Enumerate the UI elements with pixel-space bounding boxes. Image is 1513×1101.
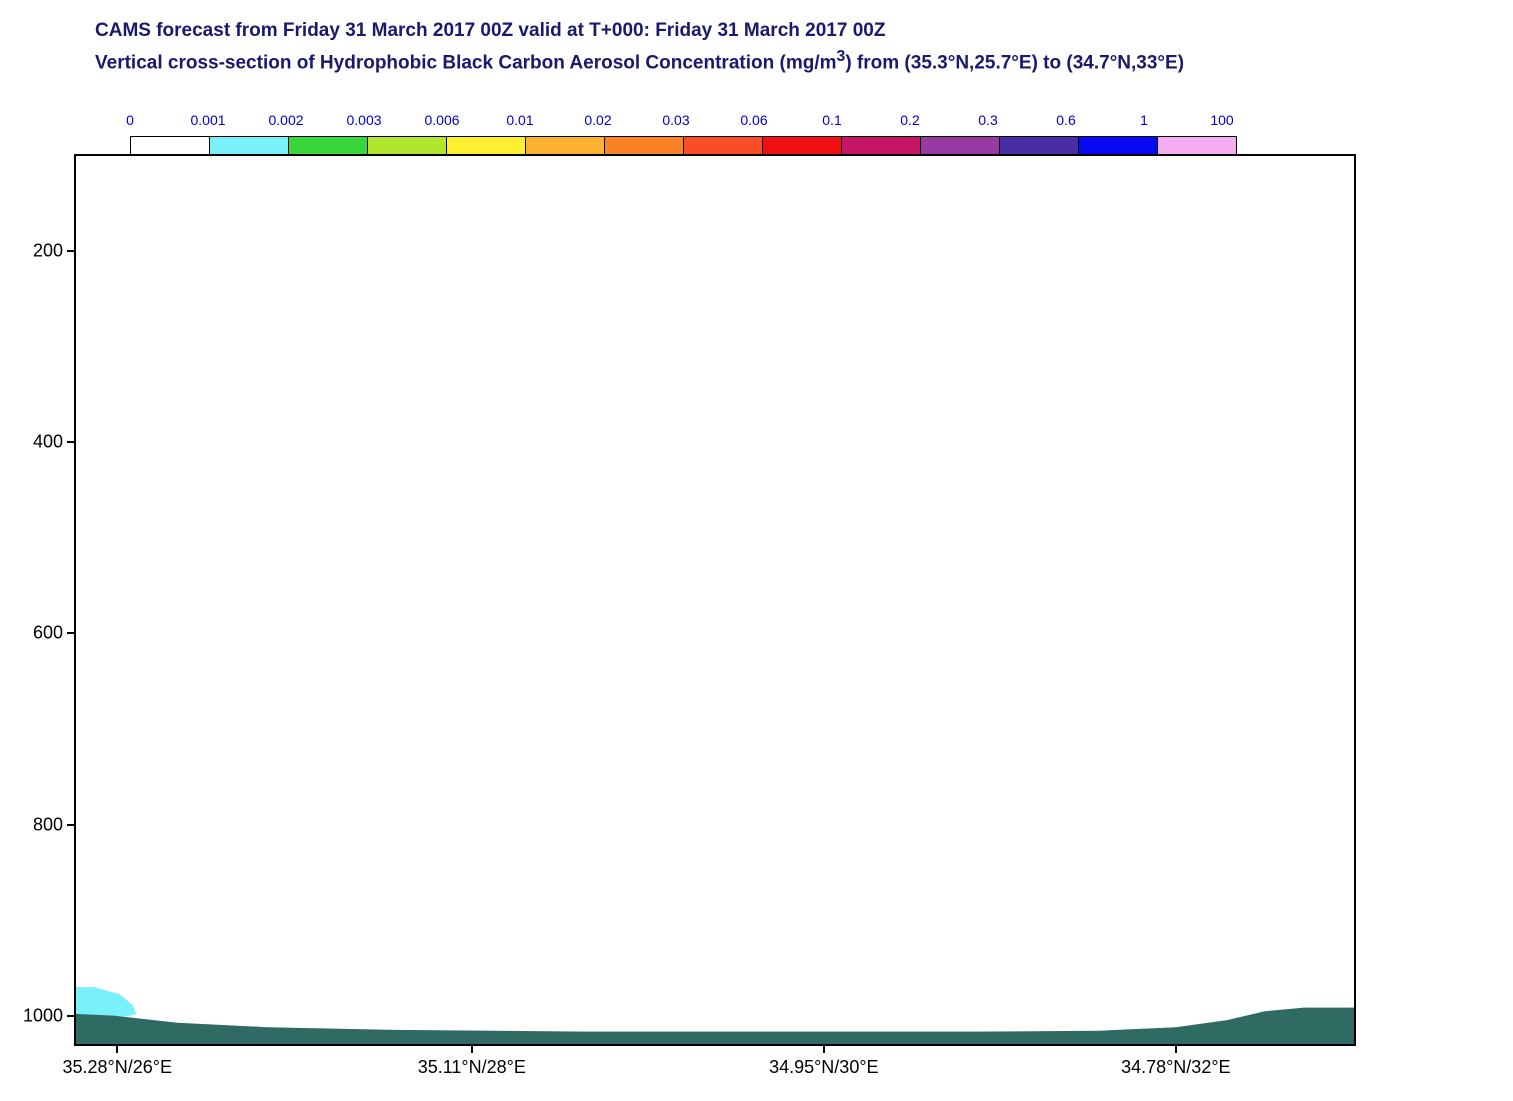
colorbar-tick-label: 0.1 — [822, 112, 841, 128]
x-tick — [1175, 1045, 1177, 1053]
colorbar-tick-label: 100 — [1210, 112, 1233, 128]
x-tick-label: 35.28°N/26°E — [63, 1057, 172, 1078]
colorbar-tick-label: 1 — [1140, 112, 1148, 128]
colorbar-tick-label: 0 — [126, 112, 134, 128]
colorbar-tick-label: 0.006 — [424, 112, 459, 128]
title2-sup: 3 — [837, 48, 846, 65]
x-tick — [823, 1045, 825, 1053]
colorbar-tick-label: 0.3 — [978, 112, 997, 128]
x-tick — [471, 1045, 473, 1053]
y-tick-label: 600 — [15, 623, 63, 644]
colorbar-tick-label: 0.03 — [662, 112, 689, 128]
y-tick-label: 800 — [15, 814, 63, 835]
x-tick-label: 34.95°N/30°E — [769, 1057, 878, 1078]
x-tick — [116, 1045, 118, 1053]
y-tick — [67, 632, 75, 634]
colorbar-tick-label: 0.01 — [506, 112, 533, 128]
colorbar-tick-label: 0.6 — [1056, 112, 1075, 128]
y-tick — [67, 441, 75, 443]
colorbar-tick-label: 0.2 — [900, 112, 919, 128]
y-tick — [67, 824, 75, 826]
x-tick-label: 34.78°N/32°E — [1121, 1057, 1230, 1078]
colorbar-labels: 00.0010.0020.0030.0060.010.020.030.060.1… — [130, 112, 1222, 132]
title2-suffix: ) from (35.3°N,25.7°E) to (34.7°N,33°E) — [845, 52, 1184, 73]
chart-title-line1: CAMS forecast from Friday 31 March 2017 … — [95, 20, 885, 42]
plot-svg — [75, 155, 1355, 1045]
colorbar-tick-label: 0.06 — [740, 112, 767, 128]
colorbar-tick-label: 0.001 — [190, 112, 225, 128]
chart-title-line2: Vertical cross-section of Hydrophobic Bl… — [95, 48, 1184, 74]
y-tick — [67, 250, 75, 252]
colorbar-tick-label: 0.02 — [584, 112, 611, 128]
colorbar-tick-label: 0.002 — [268, 112, 303, 128]
colorbar: 00.0010.0020.0030.0060.010.020.030.060.1… — [130, 112, 1237, 160]
plot-area: 200400600800100035.28°N/26°E35.11°N/28°E… — [75, 155, 1355, 1045]
title2-prefix: Vertical cross-section of Hydrophobic Bl… — [95, 52, 837, 73]
x-tick-label: 35.11°N/28°E — [418, 1057, 526, 1078]
y-tick-label: 1000 — [15, 1006, 63, 1027]
colorbar-tick-label: 0.003 — [346, 112, 381, 128]
y-tick-label: 200 — [15, 240, 63, 261]
y-tick-label: 400 — [15, 432, 63, 453]
y-tick — [67, 1015, 75, 1017]
